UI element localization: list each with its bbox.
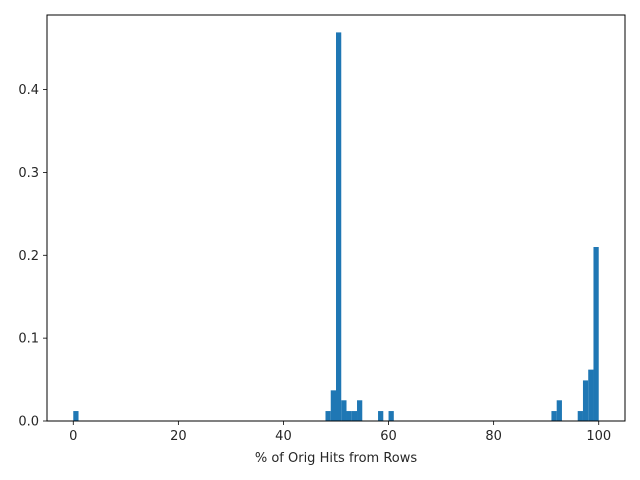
histogram-bar <box>378 411 384 421</box>
x-tick-label: 80 <box>485 429 502 444</box>
x-axis: 0 20 40 60 80 100 <box>69 421 611 444</box>
histogram-bar <box>588 369 594 421</box>
histogram-bar <box>577 411 583 421</box>
histogram-bar <box>330 390 336 421</box>
histogram-bar <box>582 380 589 421</box>
plot-frame <box>46 14 626 422</box>
y-tick-label: 0.3 <box>18 166 39 181</box>
histogram-bar <box>551 411 557 421</box>
x-tick-label: 20 <box>170 429 187 444</box>
bars-group <box>73 32 599 422</box>
histogram-bar <box>357 400 363 421</box>
histogram-bar <box>351 411 358 421</box>
x-tick-label: 0 <box>69 429 77 444</box>
histogram-bar <box>341 400 347 421</box>
histogram-bar <box>346 411 352 421</box>
y-tick-label: 0.1 <box>18 332 39 347</box>
y-tick-label: 0.2 <box>18 249 39 264</box>
histogram-bar <box>388 411 394 421</box>
x-axis-label: % of Orig Hits from Rows <box>255 451 418 466</box>
y-axis: 0.0 0.1 0.2 0.3 0.4 <box>18 83 47 430</box>
y-tick-label: 0.0 <box>18 415 39 430</box>
x-tick-label: 40 <box>275 429 292 444</box>
histogram-bar <box>336 32 342 422</box>
histogram-bar <box>556 400 562 421</box>
histogram-bar <box>325 411 331 421</box>
histogram-bar <box>73 411 79 421</box>
histogram-bar <box>593 247 599 421</box>
x-tick-label: 60 <box>380 429 397 444</box>
x-tick-label: 100 <box>586 429 611 444</box>
y-tick-label: 0.4 <box>18 83 39 98</box>
